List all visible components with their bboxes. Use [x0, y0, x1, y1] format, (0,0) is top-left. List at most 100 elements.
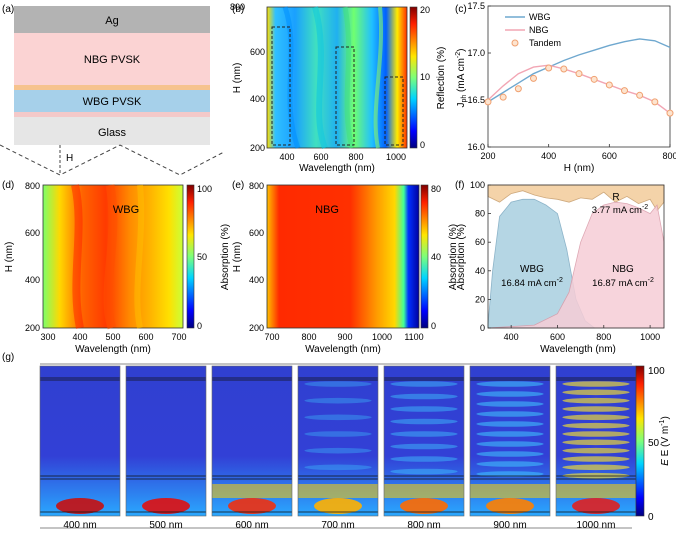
field-fringe: [476, 451, 544, 457]
legend-tandem-label: Tandem: [529, 38, 561, 48]
g-cbar-tick-3: 0: [648, 512, 654, 523]
d-xtick-3: 500: [105, 332, 120, 342]
e-ylabel: H (nm): [232, 242, 243, 273]
b-xtick-4: 1000: [386, 152, 406, 162]
tandem-point: [651, 98, 659, 106]
b-ylabel: H (nm): [232, 63, 243, 94]
field-fringe: [476, 441, 544, 447]
f-ytick-label: 100: [470, 180, 485, 190]
panel-e-tag: (e): [232, 180, 244, 191]
f-ytick-label: 20: [475, 294, 485, 304]
field-fringe: [390, 418, 458, 425]
panel-c: (c) 200 400 600 800 16.0 16.5 17.0 17.5 WBG NBG…: [455, 1, 676, 174]
tandem-point: [621, 87, 628, 95]
f-xtick-label: 800: [596, 332, 611, 342]
nbg-area-label: NBG: [612, 264, 634, 275]
wavelength-label: 700 nm: [321, 520, 354, 531]
c-xtick-label: 800: [662, 151, 676, 161]
field-fringe: [304, 414, 372, 421]
d-cbar-tick-3: 0: [197, 321, 202, 331]
r-value: 3.77 mA cm-2: [592, 204, 649, 216]
c-series: [484, 38, 674, 117]
f-xtick-label: 400: [504, 332, 519, 342]
field-frame: [39, 365, 121, 517]
legend-wbg-label: WBG: [529, 12, 551, 22]
e-ytick-3: 400: [249, 275, 264, 285]
field-fringe: [304, 464, 372, 471]
f-xlabel: Wavelength (nm): [540, 344, 616, 355]
d-cbar-tick-1: 100: [197, 184, 212, 194]
field-fringe: [390, 468, 458, 475]
tandem-point: [530, 74, 537, 82]
nbg-map-label: NBG: [315, 204, 339, 216]
panel-f: (f) 400 600 800 1000 0 20 40 60 80 100 R 3.77 mA …: [455, 180, 665, 355]
field-map-7: 1000 nm: [555, 365, 637, 531]
c-xlabel: H (nm): [564, 163, 595, 174]
field-fringe: [476, 391, 544, 397]
b-xtick-1: 400: [279, 152, 294, 162]
e-xtick-5: 1100: [404, 332, 423, 342]
field-fringe: [562, 381, 630, 387]
d-ylabel: H (nm): [4, 242, 15, 273]
field-hotspot: [400, 498, 448, 514]
panel-a-tag: (a): [2, 4, 14, 15]
f-areas: [487, 184, 665, 329]
field-fringe: [562, 422, 630, 429]
b-cbar-tick-2: 10: [420, 72, 430, 82]
b-cbar-tick-3: 0: [420, 140, 425, 150]
field-fringe: [562, 447, 630, 454]
e-cbar-label: Absorption (%): [448, 224, 459, 290]
field-fringe: [562, 414, 630, 421]
field-hotspot: [142, 498, 190, 514]
field-fringe: [304, 447, 372, 454]
field-fringe: [476, 421, 544, 427]
texture-outline: [0, 144, 225, 176]
field-frame: [383, 365, 465, 517]
f-ytick-label: 40: [475, 266, 485, 276]
field-fringe: [476, 471, 544, 477]
field-hotspot: [486, 498, 534, 514]
field-fringe: [562, 439, 630, 446]
d-ytick-2: 600: [25, 228, 40, 238]
tandem-point: [636, 91, 644, 99]
nbg-area-value: 16.87 mA cm-2: [592, 277, 654, 289]
e-cbar-tick-3: 0: [431, 321, 436, 331]
field-fringe: [390, 406, 458, 412]
wbg-pvsk-label: WBG PVSK: [83, 96, 142, 108]
wbg-pvsk-layer: [14, 90, 210, 112]
d-cbar-tick-2: 50: [197, 252, 207, 262]
d-ytick-1: 800: [25, 181, 40, 191]
tandem-point: [545, 64, 553, 72]
field-fringe: [390, 381, 458, 387]
legend-tandem-swatch: [511, 39, 519, 47]
tandem-point: [560, 65, 568, 73]
highlight-box-1: [271, 26, 291, 146]
d-ytick-3: 400: [25, 275, 40, 285]
e-ytick-4: 200: [249, 323, 264, 333]
e-ytick-1: 800: [249, 181, 264, 191]
field-colorbar: [635, 365, 645, 517]
d-xtick-1: 300: [40, 332, 55, 342]
field-map-1: 400 nm: [39, 365, 121, 531]
field-frame: [469, 365, 551, 517]
h-label: H: [66, 153, 73, 164]
reflection-colorbar: [409, 6, 418, 149]
e-xtick-4: 1000: [372, 332, 392, 342]
b-cbar-label: Reflection (%): [436, 47, 447, 110]
legend-nbg-label: NBG: [529, 25, 549, 35]
wbg-area-value: 16.84 mA cm-2: [501, 277, 563, 289]
panel-f-tag: (f): [455, 180, 464, 191]
c-ticks: 200 400 600 800 16.0 16.5 17.0 17.5: [467, 1, 676, 161]
c-xtick-label: 600: [602, 151, 617, 161]
panel-b: (b) 800 600 400 200 400 600 800 1000 Wav…: [230, 2, 447, 174]
field-hotspot: [228, 498, 276, 514]
panel-d-tag: (d): [2, 180, 14, 191]
nbg-absorption-area: [487, 201, 665, 329]
field-band: [298, 484, 378, 498]
highlight-box-3: [384, 76, 404, 146]
wavelength-label: 1000 nm: [577, 520, 616, 531]
field-background: [40, 366, 120, 516]
field-fringe: [562, 456, 630, 462]
ag-layer-label: Ag: [105, 15, 118, 27]
field-background: [126, 366, 206, 516]
